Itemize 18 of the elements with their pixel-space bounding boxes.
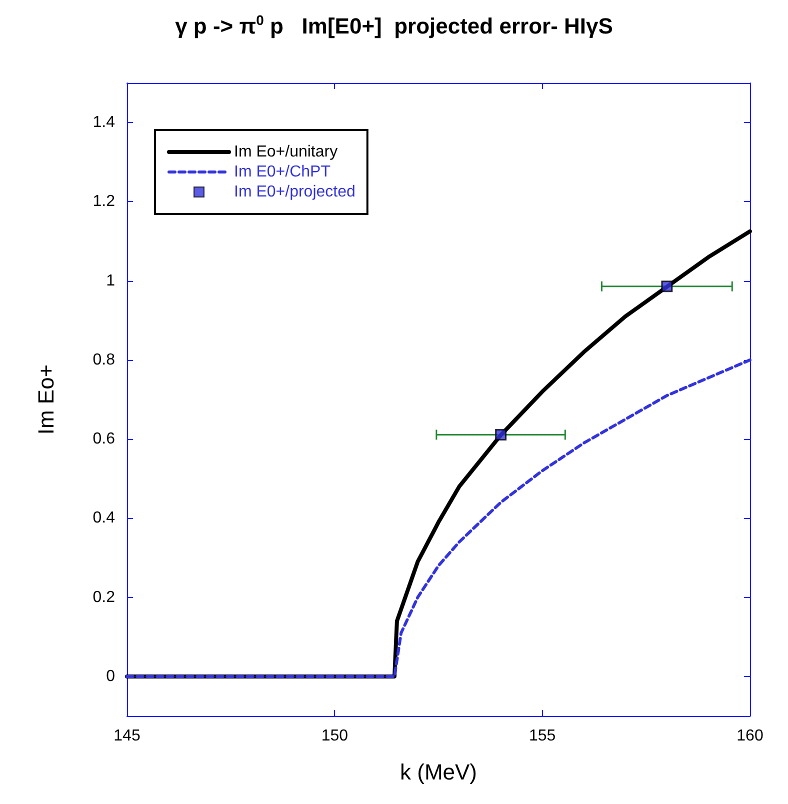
y-tick-label: 1.2 bbox=[92, 193, 116, 210]
x-axis-title: k (MeV) bbox=[400, 760, 477, 784]
y-tick-label: 0 bbox=[106, 668, 116, 685]
y-tick-label: 1.4 bbox=[92, 114, 116, 132]
y-tick-label: 0.2 bbox=[92, 588, 116, 606]
legend-label: Im Eo+/unitary bbox=[234, 144, 338, 160]
x-tick-label: 150 bbox=[321, 728, 348, 744]
legend-label: Im E0+/ChPT bbox=[234, 164, 331, 180]
y-tick-label: 0.6 bbox=[92, 430, 116, 448]
x-tick-label: 160 bbox=[736, 728, 764, 744]
line-series bbox=[126, 358, 752, 678]
x-tick-label: 145 bbox=[114, 728, 140, 744]
y-axis-title: Im Eo+ bbox=[34, 364, 58, 435]
legend-label: Im E0+/projected bbox=[234, 184, 356, 200]
y-tick-label: 0.8 bbox=[92, 351, 116, 368]
y-tick-label: 0.4 bbox=[92, 510, 116, 527]
x-tick-label: 155 bbox=[528, 728, 556, 744]
y-tick-label: 1 bbox=[106, 272, 116, 290]
